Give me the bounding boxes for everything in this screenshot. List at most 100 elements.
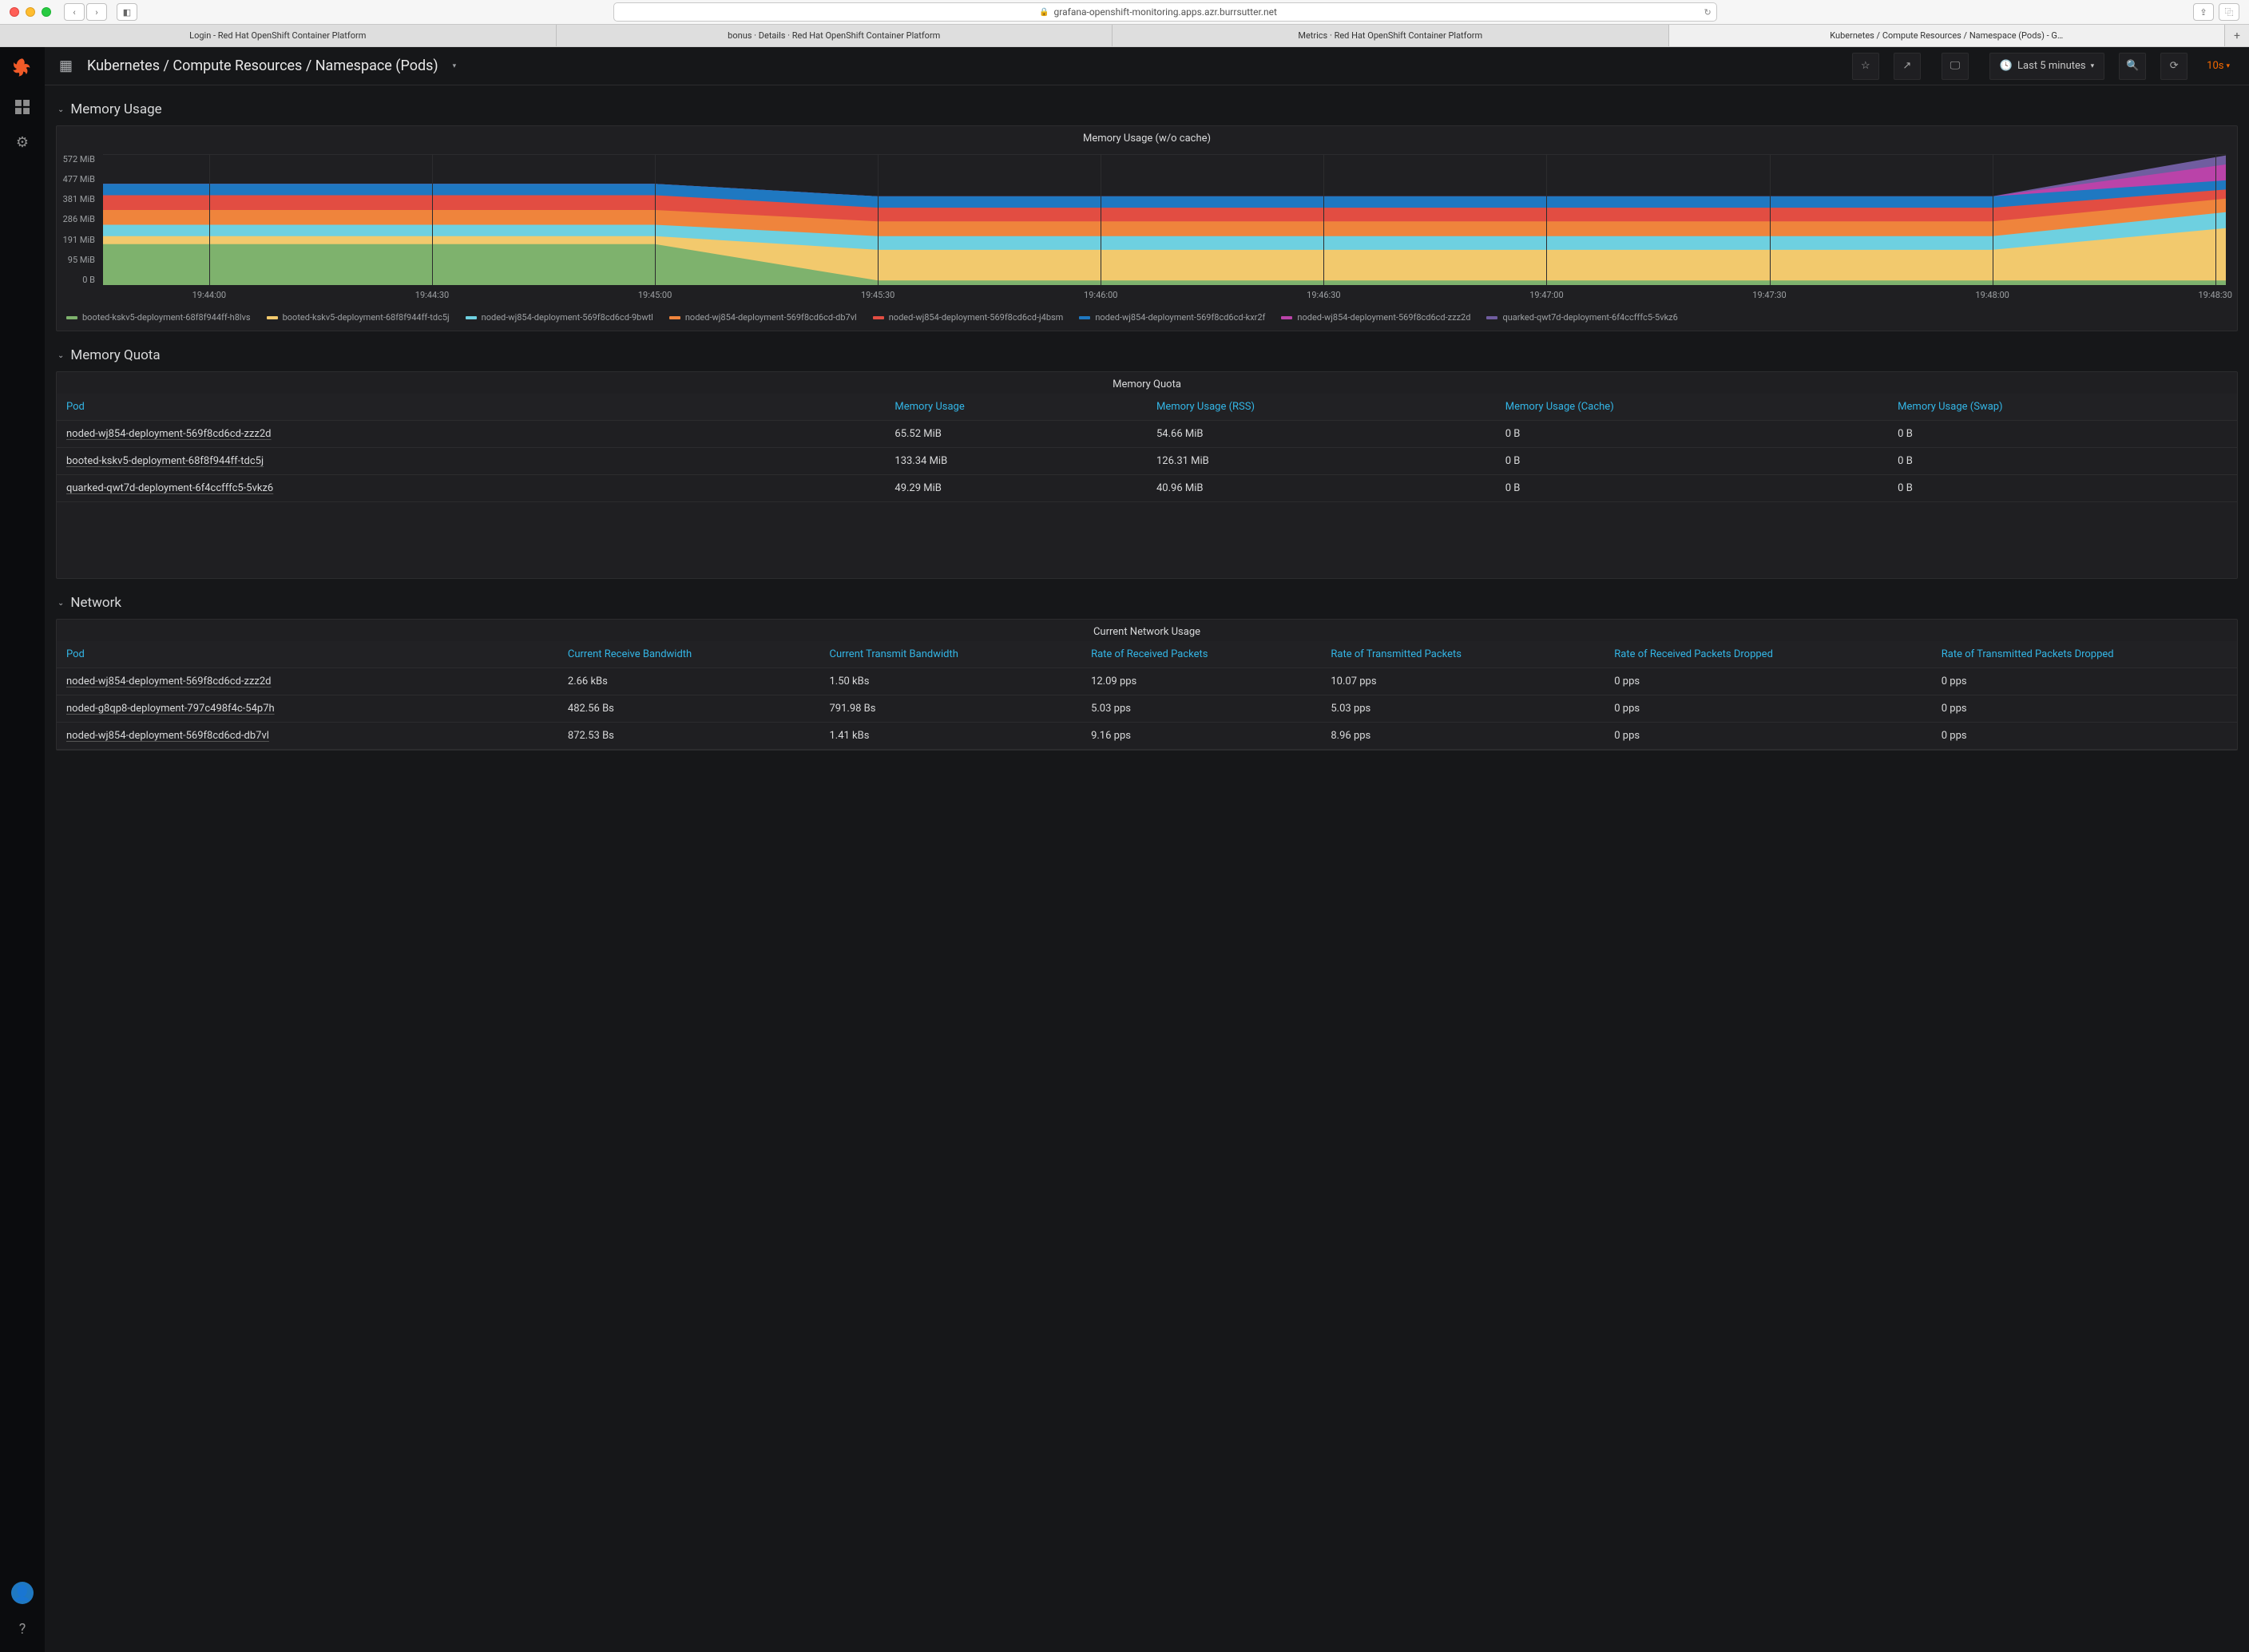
star-button[interactable]: ☆: [1852, 53, 1879, 80]
panel-title: Current Network Usage: [57, 620, 2237, 641]
table-row[interactable]: booted-kskv5-deployment-68f8f944ff-tdc5j…: [57, 448, 2237, 475]
app: ⚙ 👤 ? ▦ Kubernetes / Compute Resources /…: [0, 47, 2249, 1652]
legend-item[interactable]: noded-wj854-deployment-569f8cd6cd-kxr2f: [1079, 312, 1265, 323]
legend-item[interactable]: noded-wj854-deployment-569f8cd6cd-9bwtl: [466, 312, 653, 323]
zoom-out-button[interactable]: 🔍: [2119, 53, 2146, 80]
table-row[interactable]: noded-g8qp8-deployment-797c498f4c-54p7h4…: [57, 695, 2237, 723]
table-header[interactable]: Rate of Received Packets Dropped: [1604, 641, 1932, 668]
reload-icon[interactable]: ↻: [1704, 7, 1711, 18]
table-header[interactable]: Current Transmit Bandwidth: [819, 641, 1081, 668]
x-tick-label: 19:44:30: [415, 290, 449, 300]
table-cell: 0 B: [1888, 448, 2237, 475]
y-tick-label: 572 MiB: [57, 154, 100, 164]
y-tick-label: 95 MiB: [57, 255, 100, 265]
x-tick-label: 19:45:30: [861, 290, 894, 300]
table-cell: 0 pps: [1932, 668, 2237, 695]
table-cell: 12.09 pps: [1081, 668, 1321, 695]
browser-tab[interactable]: bonus · Details · Red Hat OpenShift Cont…: [557, 25, 1113, 46]
time-range-picker[interactable]: 🕓 Last 5 minutes ▾: [1989, 53, 2104, 80]
legend-label: booted-kskv5-deployment-68f8f944ff-h8lvs: [82, 312, 251, 323]
legend-swatch: [1486, 316, 1497, 319]
browser-tab[interactable]: Login - Red Hat OpenShift Container Plat…: [0, 25, 557, 46]
section-header-memory-quota[interactable]: ⌄ Memory Quota: [56, 338, 2238, 371]
memory-usage-chart[interactable]: 572 MiB477 MiB381 MiB286 MiB191 MiB95 Mi…: [57, 148, 2237, 307]
table-header[interactable]: Memory Usage: [885, 394, 1147, 421]
chevron-down-icon: ▾: [2091, 62, 2095, 70]
refresh-interval-picker[interactable]: 10s ▾: [2202, 60, 2235, 72]
table-cell: 0 B: [1496, 448, 1888, 475]
new-tab-button[interactable]: +: [2225, 25, 2249, 46]
table-header[interactable]: Rate of Received Packets: [1081, 641, 1321, 668]
table-header[interactable]: Memory Usage (Swap): [1888, 394, 2237, 421]
legend-swatch: [1079, 316, 1090, 319]
table-header[interactable]: Pod: [57, 641, 558, 668]
section-header-memory-usage[interactable]: ⌄ Memory Usage: [56, 92, 2238, 125]
grafana-logo-icon[interactable]: [10, 55, 35, 81]
dashboards-icon[interactable]: [14, 98, 31, 116]
y-tick-label: 191 MiB: [57, 235, 100, 245]
legend-item[interactable]: booted-kskv5-deployment-68f8f944ff-tdc5j: [267, 312, 450, 323]
x-tick-label: 19:46:00: [1084, 290, 1117, 300]
gear-icon[interactable]: ⚙: [14, 133, 31, 151]
y-tick-label: 286 MiB: [57, 214, 100, 224]
legend-swatch: [267, 316, 278, 319]
user-icon[interactable]: 👤: [11, 1582, 34, 1604]
table-cell: 54.66 MiB: [1147, 421, 1496, 448]
browser-tab[interactable]: Metrics · Red Hat OpenShift Container Pl…: [1113, 25, 1669, 46]
address-bar[interactable]: 🔒 grafana-openshift-monitoring.apps.azr.…: [613, 2, 1716, 22]
legend-item[interactable]: quarked-qwt7d-deployment-6f4ccfffc5-5vkz…: [1486, 312, 1677, 323]
chevron-down-icon: ⌄: [58, 599, 64, 608]
legend-item[interactable]: noded-wj854-deployment-569f8cd6cd-db7vl: [669, 312, 857, 323]
table-row[interactable]: quarked-qwt7d-deployment-6f4ccfffc5-5vkz…: [57, 475, 2237, 502]
table-row[interactable]: noded-wj854-deployment-569f8cd6cd-db7vl8…: [57, 723, 2237, 750]
window-minimize-icon[interactable]: [26, 7, 35, 17]
sidebar: ⚙ 👤 ?: [0, 47, 45, 1652]
x-tick-label: 19:47:30: [1752, 290, 1786, 300]
pod-cell: noded-g8qp8-deployment-797c498f4c-54p7h: [57, 695, 558, 723]
browser-tab[interactable]: Kubernetes / Compute Resources / Namespa…: [1669, 25, 2226, 46]
nav-buttons: ‹ ›: [64, 3, 107, 21]
table-cell: 0 pps: [1932, 723, 2237, 750]
chevron-down-icon: ⌄: [58, 105, 64, 114]
section-header-network[interactable]: ⌄ Network: [56, 585, 2238, 619]
legend-item[interactable]: noded-wj854-deployment-569f8cd6cd-j4bsm: [873, 312, 1064, 323]
x-tick-label: 19:48:00: [1975, 290, 2009, 300]
refresh-button[interactable]: ⟳: [2160, 53, 2188, 80]
x-tick-label: 19:46:30: [1307, 290, 1340, 300]
tabs-button[interactable]: ⿻: [2219, 3, 2239, 21]
table-header[interactable]: Rate of Transmitted Packets Dropped: [1932, 641, 2237, 668]
table-header[interactable]: Memory Usage (Cache): [1496, 394, 1888, 421]
pod-cell: noded-wj854-deployment-569f8cd6cd-db7vl: [57, 723, 558, 750]
dashboard-topbar: ▦ Kubernetes / Compute Resources / Names…: [45, 47, 2249, 85]
table-header[interactable]: Current Receive Bandwidth: [558, 641, 820, 668]
panel-grid-icon[interactable]: ▦: [59, 57, 73, 74]
table-row[interactable]: noded-wj854-deployment-569f8cd6cd-zzz2d2…: [57, 668, 2237, 695]
network-usage-table: PodCurrent Receive BandwidthCurrent Tran…: [57, 641, 2237, 750]
table-cell: 0 pps: [1604, 668, 1932, 695]
legend-label: noded-wj854-deployment-569f8cd6cd-zzz2d: [1297, 312, 1470, 323]
forward-button[interactable]: ›: [86, 3, 107, 21]
window-close-icon[interactable]: [10, 7, 19, 17]
back-button[interactable]: ‹: [64, 3, 85, 21]
help-icon[interactable]: ?: [14, 1620, 31, 1638]
legend-label: booted-kskv5-deployment-68f8f944ff-tdc5j: [283, 312, 450, 323]
table-header[interactable]: Rate of Transmitted Packets: [1321, 641, 1604, 668]
window-maximize-icon[interactable]: [42, 7, 51, 17]
table-header[interactable]: Memory Usage (RSS): [1147, 394, 1496, 421]
share-button[interactable]: ⇪: [2193, 3, 2214, 21]
sidebar-toggle-button[interactable]: ◧: [117, 3, 137, 21]
table-cell: 1.41 kBs: [819, 723, 1081, 750]
table-cell: 0 B: [1888, 421, 2237, 448]
table-cell: 40.96 MiB: [1147, 475, 1496, 502]
pod-cell: noded-wj854-deployment-569f8cd6cd-zzz2d: [57, 668, 558, 695]
title-dropdown-icon[interactable]: ▾: [453, 62, 457, 70]
legend-swatch: [66, 316, 77, 319]
y-tick-label: 477 MiB: [57, 174, 100, 184]
tv-mode-button[interactable]: 🖵: [1942, 53, 1969, 80]
share-dashboard-button[interactable]: ↗: [1894, 53, 1921, 80]
table-cell: 0 pps: [1604, 723, 1932, 750]
table-header[interactable]: Pod: [57, 394, 885, 421]
legend-item[interactable]: booted-kskv5-deployment-68f8f944ff-h8lvs: [66, 312, 251, 323]
table-row[interactable]: noded-wj854-deployment-569f8cd6cd-zzz2d6…: [57, 421, 2237, 448]
legend-item[interactable]: noded-wj854-deployment-569f8cd6cd-zzz2d: [1281, 312, 1470, 323]
